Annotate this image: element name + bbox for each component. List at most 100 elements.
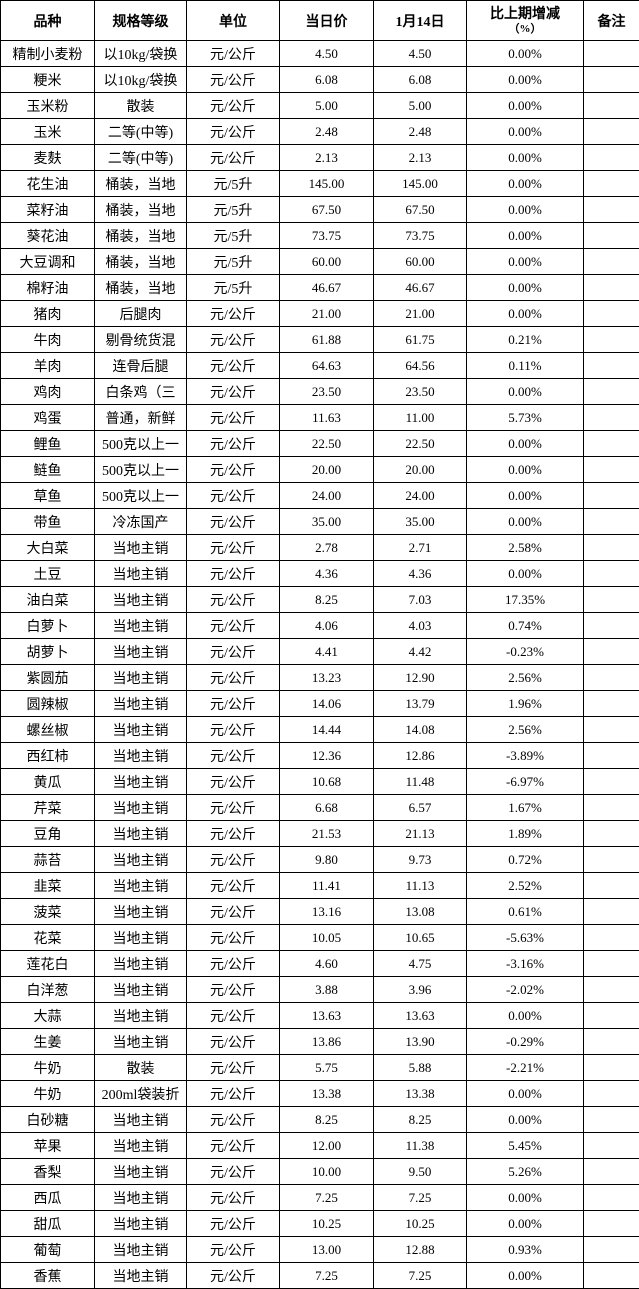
remark-cell — [583, 456, 639, 483]
item-name: 白洋葱 — [0, 976, 95, 1003]
price-today: 13.38 — [279, 1080, 374, 1107]
remark-cell — [583, 690, 639, 717]
remark-cell — [583, 612, 639, 639]
price-today: 2.78 — [279, 534, 374, 561]
change-pct: 0.74% — [466, 612, 584, 639]
remark-cell — [583, 300, 639, 327]
change-pct: 0.00% — [466, 430, 584, 457]
table-row: 西瓜 当地主销 元/公斤 7.25 7.25 0.00% — [0, 1184, 639, 1211]
table-row: 菠菜 当地主销 元/公斤 13.16 13.08 0.61% — [0, 898, 639, 925]
spec: 当地主销 — [94, 560, 187, 587]
spec: 冷冻国产 — [94, 508, 187, 535]
table-row: 鸡蛋 普通，新鲜 元/公斤 11.63 11.00 5.73% — [0, 404, 639, 431]
price-prev: 4.75 — [373, 950, 467, 977]
item-name: 猪肉 — [0, 300, 95, 327]
price-today: 60.00 — [279, 248, 374, 275]
spec: 桶装，当地 — [94, 196, 187, 223]
price-prev: 11.00 — [373, 404, 467, 431]
change-pct: 0.00% — [466, 482, 584, 509]
spec: 500克以上一 — [94, 430, 187, 457]
table-row: 油白菜 当地主销 元/公斤 8.25 7.03 17.35% — [0, 586, 639, 613]
price-today: 4.06 — [279, 612, 374, 639]
unit: 元/公斤 — [186, 924, 280, 951]
price-today: 8.25 — [279, 586, 374, 613]
price-today: 13.23 — [279, 664, 374, 691]
price-today: 4.41 — [279, 638, 374, 665]
spec: 当地主销 — [94, 586, 187, 613]
unit: 元/公斤 — [186, 430, 280, 457]
price-today: 14.44 — [279, 716, 374, 743]
change-pct: 2.56% — [466, 664, 584, 691]
table-row: 牛奶 散装 元/公斤 5.75 5.88 -2.21% — [0, 1054, 639, 1081]
remark-cell — [583, 1080, 639, 1107]
spec: 当地主销 — [94, 872, 187, 899]
price-prev: 4.42 — [373, 638, 467, 665]
price-prev: 5.88 — [373, 1054, 467, 1081]
table-row: 棉籽油 桶装，当地 元/5升 46.67 46.67 0.00% — [0, 274, 639, 301]
unit: 元/公斤 — [186, 66, 280, 93]
price-prev: 6.08 — [373, 66, 467, 93]
spec: 散装 — [94, 1054, 187, 1081]
change-pct: 0.00% — [466, 274, 584, 301]
price-today: 22.50 — [279, 430, 374, 457]
item-name: 牛肉 — [0, 326, 95, 353]
price-today: 11.41 — [279, 872, 374, 899]
item-name: 大豆调和 — [0, 248, 95, 275]
remark-cell — [583, 924, 639, 951]
unit: 元/公斤 — [186, 40, 280, 67]
table-row: 猪肉 后腿肉 元/公斤 21.00 21.00 0.00% — [0, 300, 639, 327]
unit: 元/公斤 — [186, 638, 280, 665]
unit: 元/公斤 — [186, 872, 280, 899]
unit: 元/5升 — [186, 222, 280, 249]
unit: 元/公斤 — [186, 1106, 280, 1133]
table-row: 鲤鱼 500克以上一 元/公斤 22.50 22.50 0.00% — [0, 430, 639, 457]
price-today: 14.06 — [279, 690, 374, 717]
change-pct: 0.00% — [466, 508, 584, 535]
price-prev: 4.36 — [373, 560, 467, 587]
remark-cell — [583, 1236, 639, 1263]
remark-cell — [583, 534, 639, 561]
price-prev: 14.08 — [373, 716, 467, 743]
price-today: 2.13 — [279, 144, 374, 171]
remark-cell — [583, 1106, 639, 1133]
change-pct: 0.00% — [466, 1080, 584, 1107]
unit: 元/5升 — [186, 248, 280, 275]
price-prev: 22.50 — [373, 430, 467, 457]
price-prev: 13.79 — [373, 690, 467, 717]
change-pct: -0.23% — [466, 638, 584, 665]
price-prev: 2.71 — [373, 534, 467, 561]
spec: 当地主销 — [94, 898, 187, 925]
item-name: 花生油 — [0, 170, 95, 197]
spec: 当地主销 — [94, 1028, 187, 1055]
change-pct: 0.00% — [466, 1106, 584, 1133]
change-pct: 0.21% — [466, 326, 584, 353]
spec: 当地主销 — [94, 924, 187, 951]
spec: 当地主销 — [94, 1262, 187, 1289]
unit: 元/公斤 — [186, 794, 280, 821]
table-row: 鸡肉 白条鸡（三 元/公斤 23.50 23.50 0.00% — [0, 378, 639, 405]
remark-cell — [583, 430, 639, 457]
price-today: 9.80 — [279, 846, 374, 873]
spec: 散装 — [94, 92, 187, 119]
item-name: 白萝卜 — [0, 612, 95, 639]
price-prev: 4.03 — [373, 612, 467, 639]
item-name: 圆辣椒 — [0, 690, 95, 717]
item-name: 苹果 — [0, 1132, 95, 1159]
table-row: 牛肉 剔骨统货混 元/公斤 61.88 61.75 0.21% — [0, 326, 639, 353]
header-row: 品种 规格等级 单位 当日价 1月14日 比上期增减 （%） 备注 — [0, 0, 639, 41]
unit: 元/公斤 — [186, 586, 280, 613]
change-pct: 0.00% — [466, 560, 584, 587]
unit: 元/公斤 — [186, 560, 280, 587]
unit: 元/公斤 — [186, 508, 280, 535]
change-pct: 0.00% — [466, 456, 584, 483]
change-pct: 0.93% — [466, 1236, 584, 1263]
change-pct: 2.56% — [466, 716, 584, 743]
item-name: 葡萄 — [0, 1236, 95, 1263]
unit: 元/公斤 — [186, 456, 280, 483]
item-name: 螺丝椒 — [0, 716, 95, 743]
table-row: 黄瓜 当地主销 元/公斤 10.68 11.48 -6.97% — [0, 768, 639, 795]
unit: 元/公斤 — [186, 1080, 280, 1107]
change-pct: 1.67% — [466, 794, 584, 821]
price-prev: 3.96 — [373, 976, 467, 1003]
